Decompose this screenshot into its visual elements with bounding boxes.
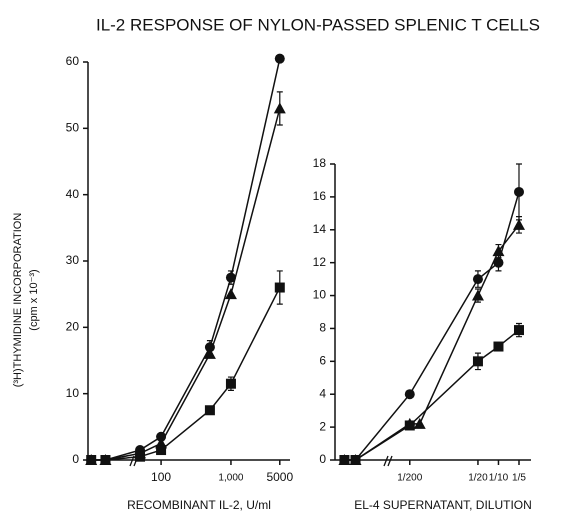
data-point [100, 455, 111, 465]
y-tick-label: 14 [313, 222, 327, 236]
y-tick-label: 2 [319, 419, 326, 433]
data-point [492, 245, 505, 257]
series-line [344, 224, 520, 461]
data-point [493, 341, 504, 352]
data-point [472, 274, 483, 285]
data-point [513, 186, 524, 197]
series-line [344, 191, 520, 461]
data-point [225, 378, 236, 389]
y-tick-label: 12 [313, 255, 327, 269]
y-tick-label: 60 [66, 54, 80, 68]
series-line [91, 287, 281, 461]
y-tick-label: 20 [66, 320, 80, 334]
x-axis-label: RECOMBINANT IL-2, U/ml [127, 498, 271, 512]
y-axis-label: (³H)THYMIDINE INCORPORATION [12, 213, 24, 388]
y-tick-label: 4 [319, 386, 326, 400]
data-point [224, 288, 237, 300]
data-point [225, 272, 236, 283]
y-tick-label: 30 [66, 253, 80, 267]
data-point [274, 53, 285, 64]
data-point [135, 451, 146, 462]
data-point [493, 257, 504, 268]
data-point [203, 347, 216, 359]
series-line [91, 108, 281, 461]
data-point [404, 389, 415, 400]
x-tick-label: 1/5 [512, 473, 526, 484]
x-tick-label: 1/10 [489, 473, 509, 484]
x-tick-label: 5000 [266, 470, 293, 484]
y-tick-label: 40 [66, 187, 80, 201]
y-tick-label: 0 [319, 452, 326, 466]
x-tick-label: 100 [151, 470, 171, 484]
y-tick-label: 6 [319, 354, 326, 368]
data-point [413, 417, 426, 429]
y-tick-label: 8 [319, 321, 326, 335]
x-axis-label: EL-4 SUPERNATANT, DILUTION [354, 498, 532, 512]
x-tick-label: 1/20 [468, 473, 488, 484]
data-point [156, 445, 167, 456]
data-point [513, 325, 524, 336]
y-tick-label: 18 [313, 156, 327, 170]
y-axis-unit: (cpm x 10⁻³) [28, 269, 40, 330]
data-point [273, 102, 286, 114]
y-tick-label: 10 [313, 288, 327, 302]
series-line [344, 329, 520, 461]
data-point [339, 455, 350, 465]
x-tick-label: 1,000 [218, 473, 243, 484]
y-tick-label: 0 [72, 452, 79, 466]
data-point [512, 218, 525, 230]
y-tick-label: 50 [66, 121, 80, 135]
x-tick-label: 1/200 [397, 473, 422, 484]
y-tick-label: 10 [66, 386, 80, 400]
data-point [204, 405, 215, 416]
chart-title: IL-2 RESPONSE OF NYLON-PASSED SPLENIC T … [96, 15, 540, 34]
data-point [471, 289, 484, 301]
data-point [86, 455, 97, 465]
data-point [404, 420, 415, 431]
y-tick-label: 16 [313, 189, 327, 203]
data-point [472, 356, 483, 367]
data-point [274, 282, 285, 293]
data-point [350, 455, 361, 465]
